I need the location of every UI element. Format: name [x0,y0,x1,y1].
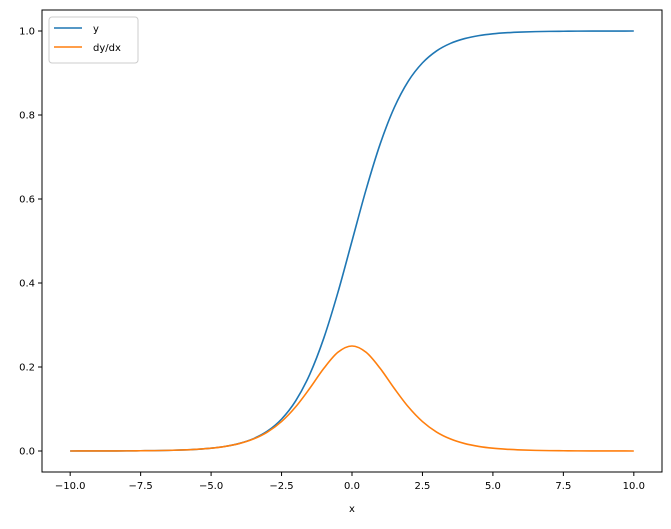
legend-label: dy/dx [93,43,121,54]
plot-lines [70,30,634,452]
y-tick-label: 0.6 [19,195,35,206]
x-tick-label: 5.0 [485,481,501,492]
y-tick-label: 0.2 [19,363,35,374]
x-tick-label: −10.0 [55,481,86,492]
y-tick-label: 1.0 [19,27,35,38]
x-tick-label: 2.5 [415,481,431,492]
x-tick-label: 7.5 [555,481,571,492]
y-tick-label: 0.8 [19,111,35,122]
x-tick-label: −5.0 [199,481,223,492]
y-axis: 0.0 0.2 0.4 0.6 0.8 1.0 [19,27,42,458]
x-tick-label: −2.5 [269,481,293,492]
legend: y dy/dx [48,16,139,64]
x-tick-label: 10.0 [623,481,645,492]
x-axis-label: x [349,504,355,515]
x-axis: −10.0 −7.5 −5.0 −2.5 0.0 2.5 5.0 7.5 10.0 [55,472,645,492]
y-tick-label: 0.4 [19,279,35,290]
series-line-y [70,30,634,452]
legend-label: y [93,24,99,35]
y-tick-label: 0.0 [19,447,35,458]
x-tick-label: −7.5 [128,481,152,492]
series-line-dydx [70,345,634,452]
x-tick-label: 0.0 [344,481,360,492]
